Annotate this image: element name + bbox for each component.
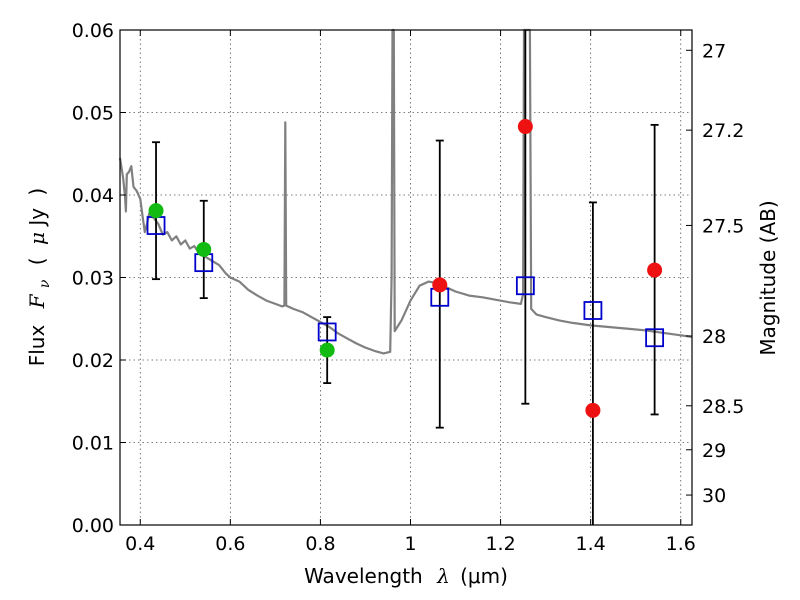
x-tick-label: 1	[404, 533, 416, 555]
y-tick-label: 0.02	[72, 350, 114, 372]
observed-flux-point	[585, 402, 601, 418]
x-tick-label: 0.8	[305, 533, 335, 555]
model-photometry-square	[583, 301, 603, 320]
y-tick-label: 0.01	[72, 433, 114, 455]
right-tick-label: 30	[702, 485, 726, 507]
observed-flux-point	[432, 277, 448, 293]
right-tick-label: 29	[702, 440, 726, 462]
x-tick-label: 1.2	[485, 533, 515, 555]
right-tick-label: 27	[702, 40, 726, 62]
grid	[120, 30, 692, 525]
y-tick-label: 0.03	[72, 268, 114, 290]
right-axis-ticks: 27 27.2 27.5 28 28.5 29 30	[686, 40, 744, 507]
model-photometry-layer	[146, 216, 665, 348]
model-photometry-square	[317, 322, 337, 342]
observed-flux-point	[319, 342, 335, 358]
x-axis-ticks: 0.4 0.6 0.8 1 1.2 1.4 1.6	[125, 30, 696, 555]
observed-photometry-layer	[148, 119, 663, 418]
x-tick-label: 0.4	[125, 533, 155, 555]
y-tick-label: 0.06	[72, 20, 114, 42]
x-axis-label: Wavelength λ (μm)	[304, 564, 508, 588]
y-axis-label-left: Flux F ν ( μ Jy )	[25, 188, 54, 367]
y-tick-label: 0.05	[72, 103, 114, 125]
x-tick-label: 1.6	[666, 533, 696, 555]
model-photometry-square	[515, 276, 535, 296]
observed-flux-point	[647, 262, 663, 278]
x-tick-label: 0.6	[215, 533, 245, 555]
observed-flux-point	[196, 241, 212, 257]
model-spectrum-line	[118, 28, 693, 355]
y-axis-ticks: 0.00 0.01 0.02 0.03 0.04 0.05 0.06	[72, 20, 126, 537]
model-spectrum-layer	[118, 28, 693, 355]
y-tick-label: 0.00	[72, 515, 114, 537]
right-tick-label: 28.5	[702, 396, 744, 418]
y-axis-label-right: Magnitude (AB)	[756, 200, 780, 355]
x-tick-label: 1.4	[576, 533, 606, 555]
right-tick-label: 27.5	[702, 215, 744, 237]
observed-flux-point	[148, 203, 164, 219]
observed-flux-point	[517, 119, 533, 135]
right-tick-label: 28	[702, 326, 726, 348]
right-tick-label: 27.2	[702, 120, 744, 142]
model-photometry-square	[645, 328, 665, 348]
y-tick-label: 0.04	[72, 185, 114, 207]
